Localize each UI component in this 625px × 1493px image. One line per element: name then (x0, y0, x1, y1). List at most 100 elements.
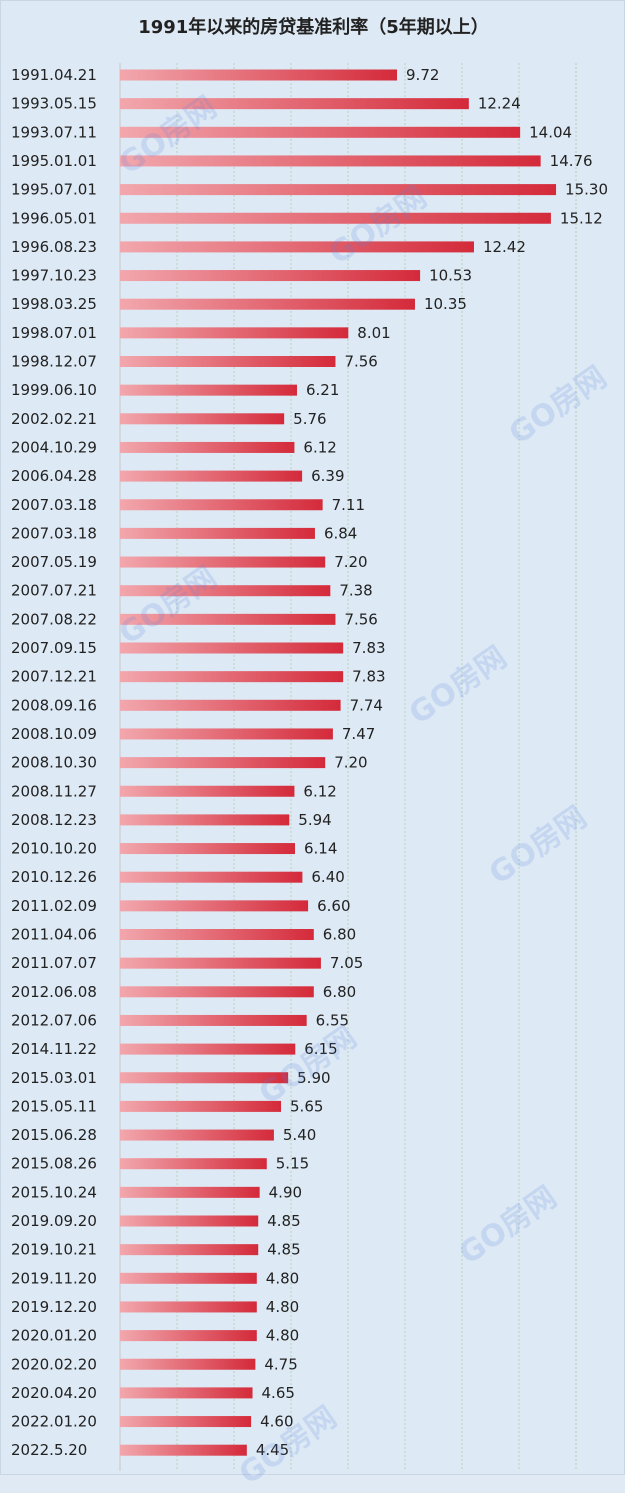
value-label: 5.94 (298, 811, 331, 829)
category-label: 1996.08.23 (11, 238, 97, 256)
value-label: 5.90 (297, 1069, 330, 1087)
category-label: 2019.10.21 (11, 1241, 97, 1259)
category-label: 2020.02.20 (11, 1355, 97, 1373)
category-label: 2020.01.20 (11, 1327, 97, 1345)
category-label: 1995.07.01 (11, 181, 97, 199)
value-label: 7.20 (334, 754, 367, 772)
bar (120, 613, 336, 625)
value-label: 4.85 (267, 1212, 300, 1230)
bar (120, 900, 309, 912)
category-label: 2012.06.08 (11, 983, 97, 1001)
category-label: 2008.12.23 (11, 811, 97, 829)
value-label: 7.05 (330, 954, 363, 972)
category-label: 2019.11.20 (11, 1269, 97, 1287)
value-label: 10.53 (429, 267, 472, 285)
value-label: 15.30 (565, 181, 608, 199)
value-label: 9.72 (406, 66, 439, 84)
category-label: 2007.03.18 (11, 496, 97, 514)
category-label: 2019.09.20 (11, 1212, 97, 1230)
category-label: 2020.04.20 (11, 1384, 97, 1402)
value-label: 4.80 (266, 1269, 299, 1287)
value-label: 7.74 (350, 696, 383, 714)
category-label: 1996.05.01 (11, 209, 97, 227)
category-label: 1995.01.01 (11, 152, 97, 170)
value-label: 4.75 (264, 1355, 297, 1373)
category-label: 2007.03.18 (11, 524, 97, 542)
category-label: 2008.10.09 (11, 725, 97, 743)
bar (120, 241, 474, 253)
value-label: 7.83 (352, 668, 385, 686)
category-label: 1991.04.21 (11, 66, 97, 84)
value-label: 5.76 (293, 410, 326, 428)
category-label: 1998.07.01 (11, 324, 97, 342)
value-label: 4.85 (267, 1241, 300, 1259)
category-label: 2015.08.26 (11, 1155, 97, 1173)
category-label: 2007.07.21 (11, 582, 97, 600)
bar (120, 470, 303, 482)
bar (120, 1100, 282, 1112)
value-label: 4.60 (260, 1413, 293, 1431)
category-label: 2007.12.21 (11, 668, 97, 686)
bar (120, 843, 295, 855)
value-label: 15.12 (560, 209, 603, 227)
value-label: 12.24 (478, 95, 521, 113)
value-label: 4.65 (262, 1384, 295, 1402)
value-label: 6.84 (324, 524, 357, 542)
value-label: 7.11 (332, 496, 365, 514)
bar (120, 155, 541, 167)
value-label: 4.90 (269, 1183, 302, 1201)
bar (120, 126, 521, 138)
category-label: 2008.09.16 (11, 696, 97, 714)
category-label: 2004.10.29 (11, 438, 97, 456)
value-label: 7.56 (344, 610, 377, 628)
bar (120, 728, 333, 740)
bar (120, 986, 314, 998)
value-label: 10.35 (424, 295, 467, 313)
bar (120, 699, 341, 711)
value-label: 6.12 (303, 438, 336, 456)
value-label: 7.83 (352, 639, 385, 657)
category-label: 2015.06.28 (11, 1126, 97, 1144)
bar (120, 327, 349, 339)
value-label: 4.45 (256, 1441, 289, 1459)
bar (120, 413, 285, 425)
value-label: 6.80 (323, 983, 356, 1001)
category-label: 2008.11.27 (11, 782, 97, 800)
value-label: 7.38 (339, 582, 372, 600)
bar (120, 1072, 289, 1084)
bar (120, 871, 303, 883)
bar (120, 1244, 259, 1256)
value-label: 14.04 (529, 123, 572, 141)
category-label: 2002.02.21 (11, 410, 97, 428)
value-label: 7.47 (342, 725, 375, 743)
bar (120, 499, 323, 511)
bar (120, 69, 398, 81)
category-label: 2007.08.22 (11, 610, 97, 628)
bar (120, 1129, 274, 1141)
value-label: 6.60 (317, 897, 350, 915)
bar (120, 1301, 257, 1313)
value-label: 4.80 (266, 1327, 299, 1345)
value-label: 6.39 (311, 467, 344, 485)
category-label: 2015.05.11 (11, 1097, 97, 1115)
bar (120, 957, 321, 969)
bar (120, 929, 314, 940)
value-label: 8.01 (357, 324, 390, 342)
bars (120, 69, 557, 1456)
bar (120, 441, 295, 453)
bar (120, 1444, 247, 1456)
category-label: 2006.04.28 (11, 467, 97, 485)
category-label: 2008.10.30 (11, 754, 97, 772)
category-label: 2022.01.20 (11, 1413, 97, 1431)
bar (120, 671, 344, 683)
category-label: 2012.07.06 (11, 1011, 97, 1029)
bar (120, 585, 331, 597)
bar (120, 1387, 253, 1399)
chart-title: 1991年以来的房贷基准利率（5年期以上） (138, 17, 489, 38)
bar (120, 1330, 257, 1342)
category-label: 1998.12.07 (11, 353, 97, 371)
value-label: 7.20 (334, 553, 367, 571)
value-label: 6.15 (304, 1040, 337, 1058)
category-label: 1997.10.23 (11, 267, 97, 285)
